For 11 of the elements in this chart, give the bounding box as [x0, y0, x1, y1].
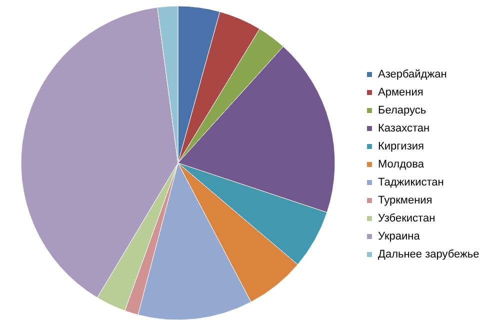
legend-label: Казахстан — [378, 122, 430, 134]
legend-label: Дальнее зарубежье — [378, 248, 480, 260]
legend-label: Молдова — [378, 158, 425, 170]
legend-label: Туркмения — [378, 194, 432, 206]
legend-label: Киргизия — [378, 140, 424, 152]
legend-label: Армения — [378, 86, 424, 98]
legend-label: Таджикистан — [378, 176, 444, 188]
legend-label: Беларусь — [378, 104, 426, 116]
legend-label: Азербайджан — [378, 68, 447, 80]
legend-label: Узбекистан — [378, 212, 436, 224]
legend-label: Украина — [378, 230, 421, 242]
